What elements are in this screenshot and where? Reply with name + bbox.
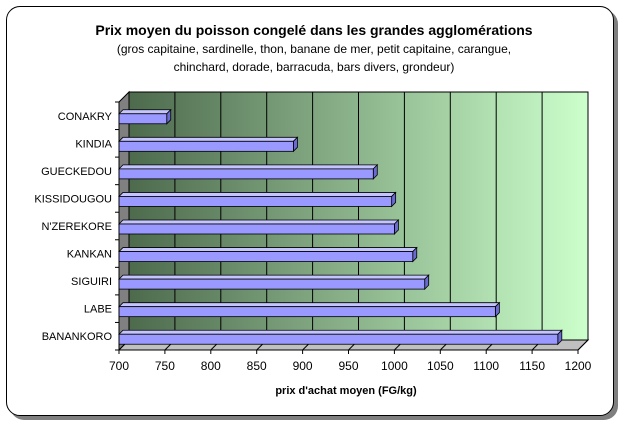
category-label: CONAKRY (58, 111, 113, 123)
bar (118, 191, 397, 208)
x-tick-label: 750 (155, 359, 175, 373)
chart-title: Prix moyen du poisson congelé dans les g… (95, 22, 533, 38)
category-label: N'ZEREKORE (41, 221, 112, 233)
chart-subtitle-line-2: chinchard, dorade, barracuda, bars diver… (173, 60, 455, 74)
bar (118, 301, 501, 318)
category-label: SIGUIRI (71, 276, 112, 288)
category-label: BANANKORO (42, 331, 113, 343)
bar (118, 329, 563, 346)
x-tick-label: 950 (338, 359, 358, 373)
bars (118, 108, 563, 346)
category-label: LABE (84, 304, 112, 316)
bar (118, 108, 172, 125)
category-label: KISSIDOUGOU (34, 193, 112, 205)
bar (118, 219, 400, 235)
bar (118, 136, 299, 153)
x-tick-label: 900 (293, 359, 313, 373)
bar (118, 274, 430, 291)
x-tick-label: 1050 (427, 359, 454, 373)
x-tick-label: 1150 (519, 359, 545, 373)
category-label: KINDIA (75, 138, 112, 150)
x-tick-label: 700 (109, 359, 129, 373)
chart-subtitle-line-1: (gros capitaine, sardinelle, thon, banan… (116, 42, 512, 56)
category-label: GUECKEDOU (41, 166, 112, 178)
x-tick-labels: 700 750 800 850 900 950 1000 1050 1100 1150 1200 (109, 359, 592, 373)
axes (115, 101, 579, 354)
gridline-floor (577, 339, 589, 351)
bar (118, 163, 379, 180)
x-tick-label: 1200 (565, 359, 592, 373)
x-tick-label: 850 (247, 359, 267, 373)
x-tick-label: 1100 (473, 359, 499, 373)
bar (118, 246, 418, 263)
x-axis-label: prix d'achat moyen (FG/kg) (275, 385, 417, 397)
category-labels: CONAKRY KINDIA GUECKEDOU KISSIDOUGOU N'ZEREK… (34, 111, 112, 343)
x-tick-label: 1000 (381, 359, 408, 373)
category-label: KANKAN (67, 249, 112, 261)
x-tick-label: 800 (201, 359, 221, 373)
